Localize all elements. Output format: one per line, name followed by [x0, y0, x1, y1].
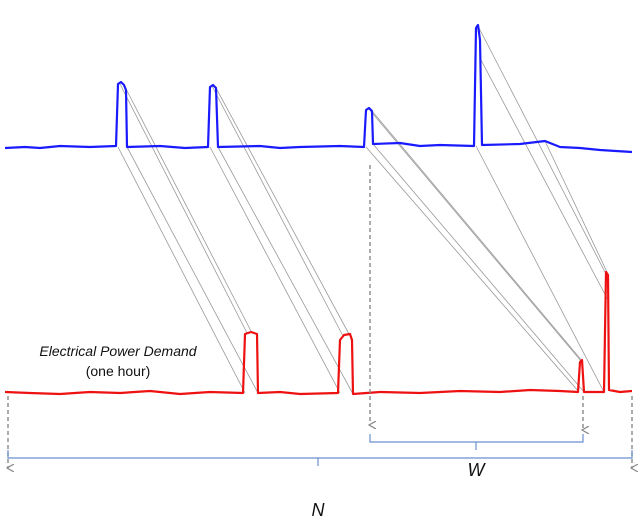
- alignment-lines: [117, 25, 609, 395]
- window-label: W: [468, 460, 487, 480]
- annotation-subtitle: (one hour): [86, 363, 151, 379]
- annotation-title: Electrical Power Demand: [39, 343, 197, 359]
- target-signal: [4, 270, 633, 396]
- length-label: N: [312, 500, 326, 520]
- query-signal: [4, 23, 633, 154]
- dashed-arrows: [8, 165, 632, 468]
- braces: [7, 434, 633, 466]
